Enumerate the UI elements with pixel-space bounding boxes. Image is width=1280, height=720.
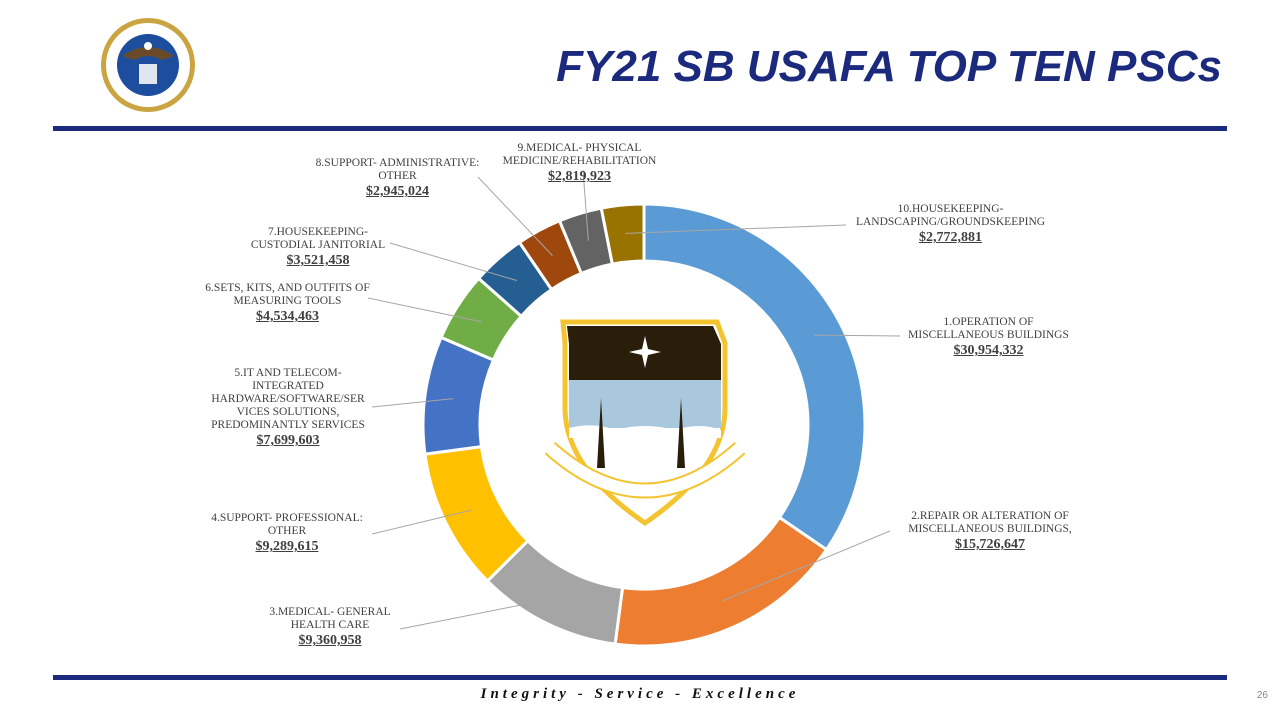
leader-line-9 [582,169,589,241]
leader-line-1 [814,334,901,337]
donut-slice-10 [599,202,646,266]
label-slice-9: 9.MEDICAL- PHYSICAL MEDICINE/REHABILITAT… [502,142,657,184]
leader-line-7 [389,242,517,282]
leader-line-4 [371,509,472,535]
label-slice-8: 8.SUPPORT- ADMINISTRATIVE: OTHER $2,945,0… [315,157,480,199]
label-slice-4: 4.SUPPORT- PROFESSIONAL: OTHER $9,289,615 [211,512,363,554]
footer-motto: Integrity - Service - Excellence [480,686,800,702]
page-title: FY21 SB USAFA TOP TEN PSCs [556,42,1222,91]
leader-line-8 [477,176,553,256]
usafa-emblem [535,318,755,538]
donut-slice-1 [642,202,867,552]
leader-line-2 [722,530,891,602]
label-slice-3: 3.MEDICAL- GENERAL HEALTH CARE $9,360,958 [269,606,391,648]
label-slice-1: 1.OPERATION OF MISCELLANEOUS BUILDINGS $3… [908,316,1069,358]
label-slice-6: 6.SETS, KITS, AND OUTFITS OF MEASURING T… [205,282,370,324]
label-slice-7: 7.HOUSEKEEPING- CUSTODIAL JANITORIAL $3,5… [250,226,386,268]
footer-divider [53,675,1227,680]
air-force-seal [82,16,214,119]
leader-line-6 [367,297,482,323]
leader-line-3 [399,597,559,630]
leader-line-10 [625,224,847,234]
header-divider [53,126,1227,131]
label-slice-5: 5.IT AND TELECOM- INTEGRATED HARDWARE/SO… [211,367,365,448]
leader-line-5 [371,398,454,408]
label-slice-2: 2.REPAIR OR ALTERATION OF MISCELLANEOUS … [908,510,1072,552]
label-slice-10: 10.HOUSEKEEPING- LANDSCAPING/GROUNDSKEEP… [855,203,1046,245]
page-number: 26 [1256,690,1268,701]
